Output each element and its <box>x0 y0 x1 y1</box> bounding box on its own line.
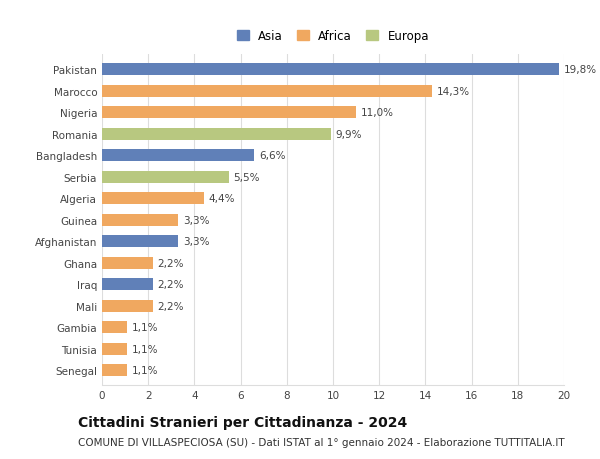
Text: 19,8%: 19,8% <box>564 65 597 75</box>
Text: COMUNE DI VILLASPECIOSA (SU) - Dati ISTAT al 1° gennaio 2024 - Elaborazione TUTT: COMUNE DI VILLASPECIOSA (SU) - Dati ISTA… <box>78 437 565 447</box>
Bar <box>102 150 254 162</box>
Text: 2,2%: 2,2% <box>157 301 184 311</box>
Text: 3,3%: 3,3% <box>183 215 209 225</box>
Bar <box>102 343 127 355</box>
Legend: Asia, Africa, Europa: Asia, Africa, Europa <box>235 28 431 45</box>
Bar <box>102 279 153 291</box>
Text: 3,3%: 3,3% <box>183 237 209 247</box>
Bar <box>102 172 229 183</box>
Bar <box>102 86 433 97</box>
Text: Cittadini Stranieri per Cittadinanza - 2024: Cittadini Stranieri per Cittadinanza - 2… <box>78 415 407 429</box>
Text: 2,2%: 2,2% <box>157 258 184 268</box>
Bar <box>102 129 331 140</box>
Bar <box>102 107 356 119</box>
Bar <box>102 214 178 226</box>
Text: 6,6%: 6,6% <box>259 151 286 161</box>
Text: 5,5%: 5,5% <box>233 173 260 182</box>
Bar <box>102 364 127 376</box>
Text: 2,2%: 2,2% <box>157 280 184 290</box>
Bar <box>102 322 127 334</box>
Text: 1,1%: 1,1% <box>132 323 158 333</box>
Text: 11,0%: 11,0% <box>361 108 394 118</box>
Bar <box>102 64 559 76</box>
Text: 9,9%: 9,9% <box>335 129 362 140</box>
Text: 1,1%: 1,1% <box>132 365 158 375</box>
Text: 14,3%: 14,3% <box>437 87 470 96</box>
Bar <box>102 236 178 248</box>
Bar <box>102 300 153 312</box>
Text: 1,1%: 1,1% <box>132 344 158 354</box>
Bar <box>102 193 203 205</box>
Bar <box>102 257 153 269</box>
Text: 4,4%: 4,4% <box>208 194 235 204</box>
